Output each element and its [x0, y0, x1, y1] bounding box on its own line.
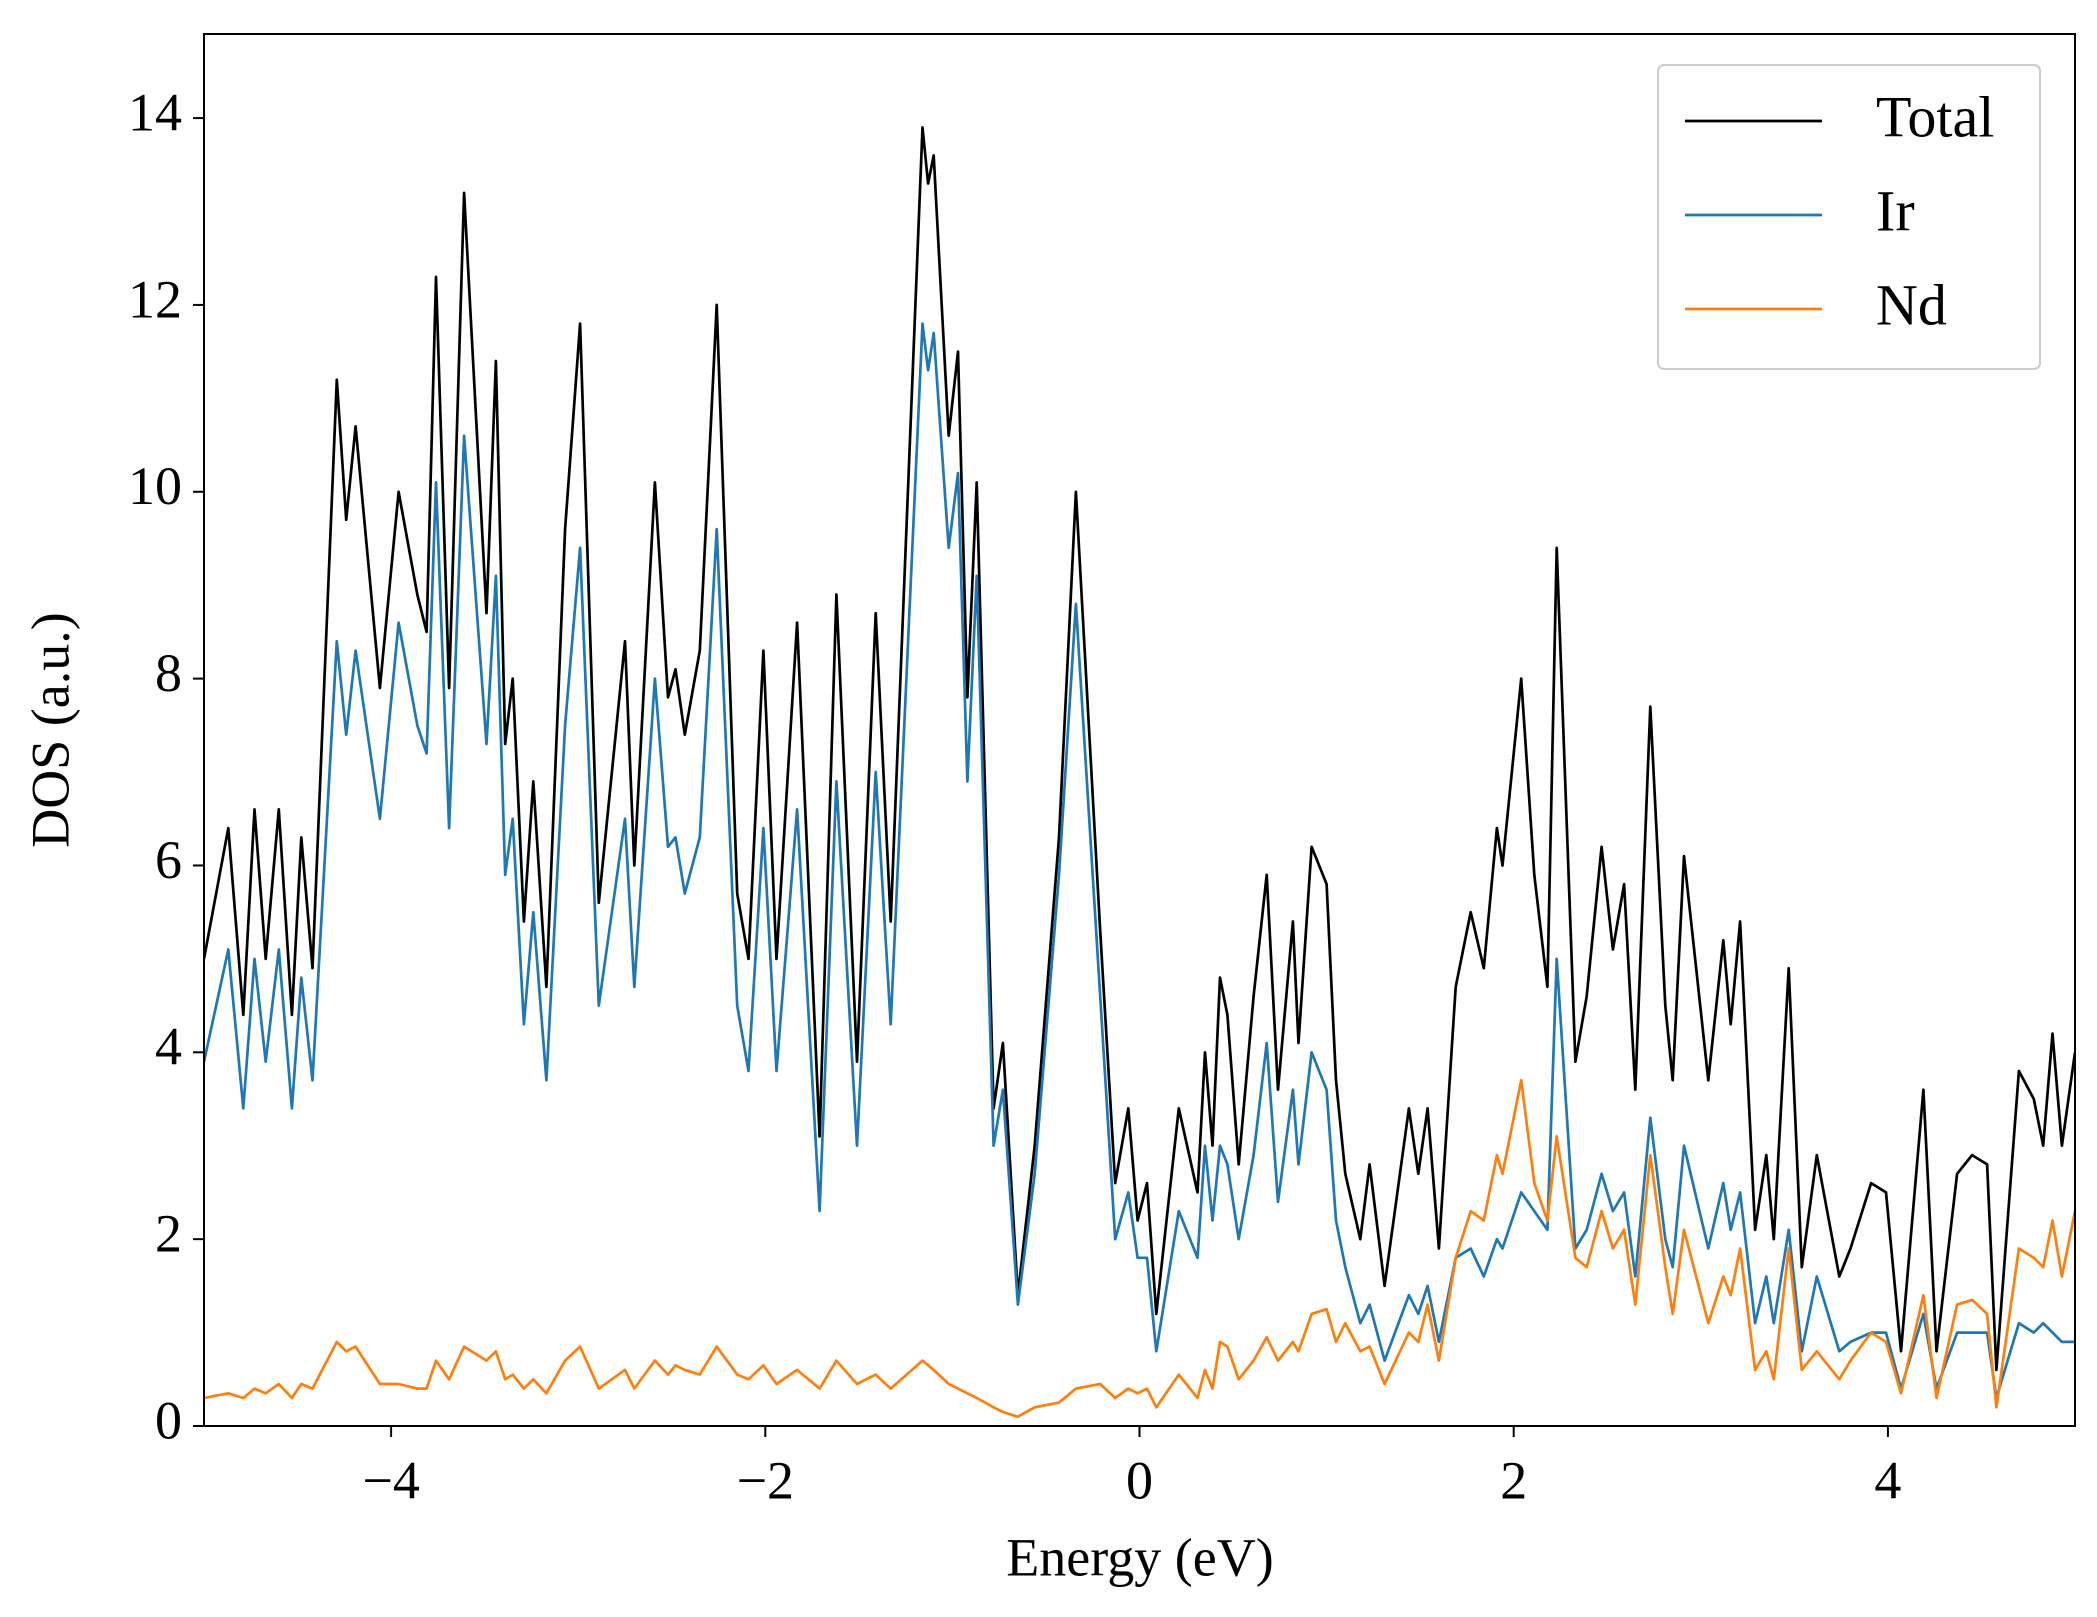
legend-box — [1657, 64, 2041, 370]
y-tick-label: 2 — [155, 1204, 182, 1264]
y-tick-label: 0 — [155, 1390, 182, 1450]
y-tick-label: 10 — [128, 456, 182, 516]
series-line — [204, 126, 2075, 1372]
x-axis-label: Energy (eV) — [1006, 1527, 1273, 1587]
y-axis-label: DOS (a.u.) — [20, 612, 80, 847]
x-tick-label: 0 — [1126, 1450, 1153, 1510]
legend-label: Total — [1876, 84, 1994, 149]
y-tick-label: 4 — [155, 1017, 182, 1077]
legend-label: Ir — [1876, 178, 1915, 243]
plot-frame — [203, 33, 2076, 1427]
series-line — [204, 322, 2075, 1400]
y-tick-label: 8 — [155, 643, 182, 703]
x-tick-label: 4 — [1874, 1450, 1901, 1510]
y-tick-label: 6 — [155, 830, 182, 890]
x-tick-label: 2 — [1500, 1450, 1527, 1510]
legend-label: Nd — [1876, 272, 1947, 337]
y-tick-label: 14 — [128, 82, 182, 142]
x-tick-label: −2 — [737, 1450, 794, 1510]
y-tick-label: 12 — [128, 269, 182, 329]
series-line — [204, 1078, 2075, 1419]
x-tick-label: −4 — [362, 1450, 419, 1510]
